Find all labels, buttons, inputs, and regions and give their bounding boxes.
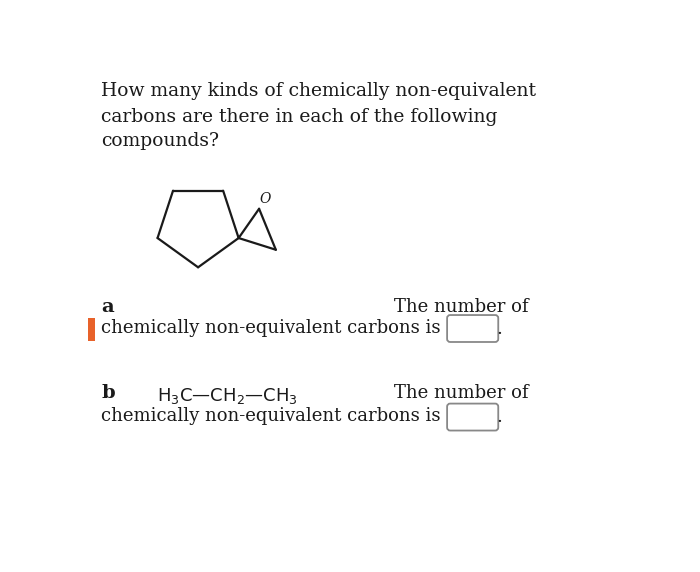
- Text: chemically non-equivalent carbons is: chemically non-equivalent carbons is: [102, 407, 441, 426]
- Text: b: b: [102, 384, 115, 402]
- Text: The number of: The number of: [393, 384, 528, 402]
- Text: The number of: The number of: [393, 298, 528, 316]
- Text: How many kinds of chemically non-equivalent
carbons are there in each of the fol: How many kinds of chemically non-equival…: [102, 82, 536, 150]
- Text: .: .: [497, 320, 503, 338]
- Text: a: a: [102, 298, 114, 316]
- FancyBboxPatch shape: [447, 404, 498, 431]
- Text: $\mathsf{H_3C}$—$\mathsf{CH_2}$—$\mathsf{CH_3}$: $\mathsf{H_3C}$—$\mathsf{CH_2}$—$\mathsf…: [158, 386, 298, 406]
- Text: .: .: [497, 408, 503, 427]
- Text: chemically non-equivalent carbons is: chemically non-equivalent carbons is: [102, 319, 441, 337]
- Text: O: O: [260, 192, 271, 206]
- Bar: [88, 318, 95, 341]
- FancyBboxPatch shape: [447, 315, 498, 342]
